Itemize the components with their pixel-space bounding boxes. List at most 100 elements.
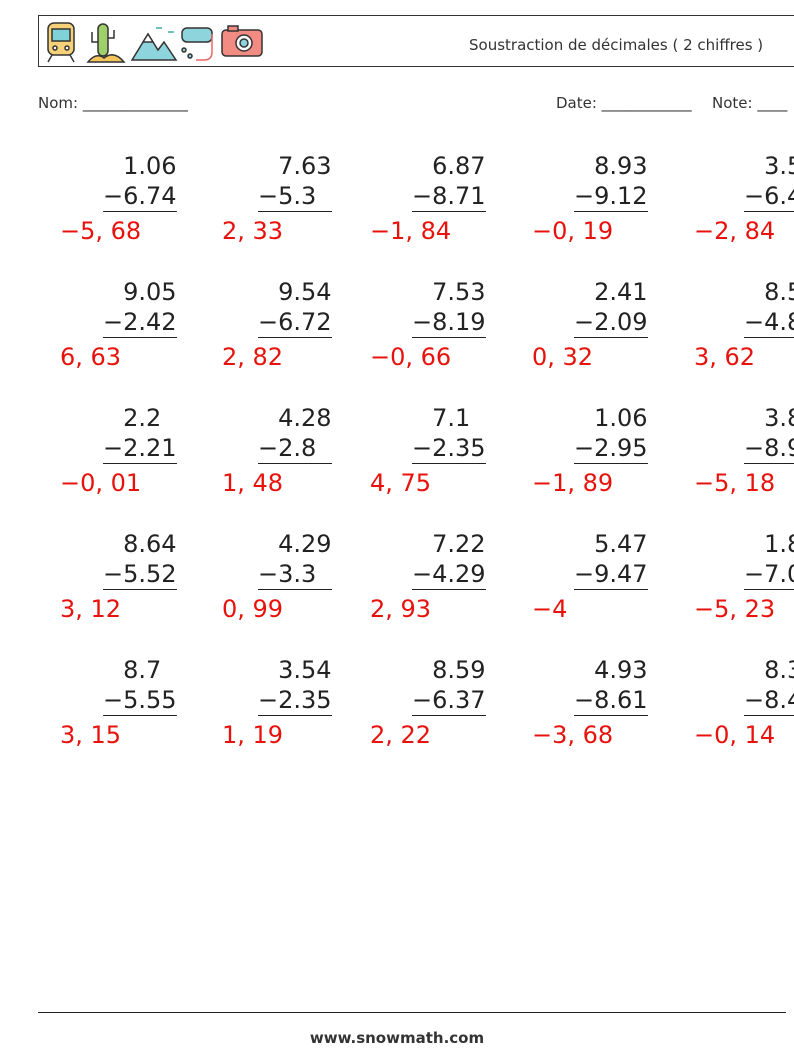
subtrahend: −8.9 [744, 433, 794, 464]
problem: 3.8−8.9 [744, 403, 794, 464]
worksheet-title: Soustraction de décimales ( 2 chiffres ) [469, 36, 764, 54]
minuend: 7.63 [278, 152, 332, 180]
subtrahend: −5.52 [103, 560, 177, 590]
problem: 8.7 −5.55 [103, 655, 177, 716]
subtrahend: −5.55 [103, 686, 177, 716]
problem: 4.29 −3.3 [258, 529, 332, 590]
minuend: 3.8 [764, 404, 794, 432]
subtrahend: −3.3 [258, 559, 332, 590]
mountain-icon [130, 27, 178, 61]
answer: −0, 14 [694, 721, 776, 749]
minuend: 1.06 [594, 404, 648, 432]
problem: 1.8−7.0 [744, 529, 794, 590]
date-field: Date: ____________ [556, 94, 692, 112]
minuend: 7.22 [432, 530, 486, 558]
problem: 2.2 −2.21 [103, 403, 177, 464]
answer: −3, 68 [532, 721, 614, 749]
subtrahend: −4.29 [412, 560, 486, 590]
answer: −5, 68 [60, 217, 142, 245]
problem: 6.87 −8.71 [412, 151, 486, 212]
subtrahend: −2.21 [103, 434, 177, 464]
header-box [38, 15, 794, 67]
answer: 3, 15 [60, 721, 122, 749]
minuend: 3.54 [278, 656, 332, 684]
answer: −0, 66 [370, 343, 452, 371]
minuend: 8.59 [432, 656, 486, 684]
answer: −0, 01 [60, 469, 142, 497]
minuend: 4.29 [278, 530, 332, 558]
problem: 7.22 −4.29 [412, 529, 486, 590]
name-field: Nom: ______________ [38, 94, 188, 112]
train-icon [47, 22, 75, 63]
minuend: 1.06 [123, 152, 177, 180]
problem: 4.93 −8.61 [574, 655, 648, 716]
footer-url: www.snowmath.com [309, 1029, 485, 1047]
answer: −4 [532, 595, 568, 623]
minuend: 9.54 [278, 278, 332, 306]
minuend: 6.87 [432, 152, 486, 180]
minuend: 7.53 [432, 278, 486, 306]
minuend: 1.8 [764, 530, 794, 558]
problem: 4.28 −2.8 [258, 403, 332, 464]
minuend: 4.93 [594, 656, 648, 684]
subtrahend: −8.61 [574, 686, 648, 716]
cactus-icon [86, 23, 126, 63]
answer: 2, 33 [222, 217, 284, 245]
subtrahend: −4.88 [744, 307, 794, 338]
answer: 3, 62 [694, 343, 756, 371]
answer: 0, 32 [532, 343, 594, 371]
minuend: 8.3 [764, 656, 794, 684]
minuend: 8.7 [123, 656, 162, 684]
answer: 1, 48 [222, 469, 284, 497]
minuend: 8.93 [594, 152, 648, 180]
problem: 3.54 −2.35 [258, 655, 332, 716]
problem: 2.41 −2.09 [574, 277, 648, 338]
problem: 9.54 −6.72 [258, 277, 332, 338]
problem: 5.47 −9.47 [574, 529, 648, 590]
answer: 2, 93 [370, 595, 432, 623]
problem: 7.53 −8.19 [412, 277, 486, 338]
subtrahend: −2.8 [258, 433, 332, 464]
subtrahend: −8.71 [412, 182, 486, 212]
subtrahend: −8.19 [412, 308, 486, 338]
note-field: Note: ____ [712, 94, 788, 112]
problem: 8.5−4.88 [744, 277, 794, 338]
subtrahend: −2.35 [412, 434, 486, 464]
answer: 2, 22 [370, 721, 432, 749]
problem: 8.64 −5.52 [103, 529, 177, 590]
answer: −5, 23 [694, 595, 776, 623]
answer: 4, 75 [370, 469, 432, 497]
minuend: 2.2 [123, 404, 162, 432]
subtrahend: −7.0 [744, 559, 794, 590]
problem: 8.59 −6.37 [412, 655, 486, 716]
camera-icon [221, 25, 263, 57]
subtrahend: −6.4 [744, 181, 794, 212]
answer: 0, 99 [222, 595, 284, 623]
problem: 7.63 −5.3 [258, 151, 332, 212]
answer: −0, 19 [532, 217, 614, 245]
minuend: 8.5 [764, 278, 794, 306]
subtrahend: −2.42 [103, 308, 177, 338]
minuend: 9.05 [123, 278, 177, 306]
answer: −2, 84 [694, 217, 776, 245]
minuend: 8.64 [123, 530, 177, 558]
problem: 1.06 −6.74 [103, 151, 177, 212]
subtrahend: −6.37 [412, 686, 486, 716]
answer: −5, 18 [694, 469, 776, 497]
answer: 6, 63 [60, 343, 122, 371]
subtrahend: −2.09 [574, 308, 648, 338]
answer: 3, 12 [60, 595, 122, 623]
problem: 1.06 −2.95 [574, 403, 648, 464]
minuend: 7.1 [432, 404, 471, 432]
problem: 7.1 −2.35 [412, 403, 486, 464]
subtrahend: −2.95 [574, 434, 648, 464]
problem: 8.93 −9.12 [574, 151, 648, 212]
minuend: 3.5 [764, 152, 794, 180]
answer: 1, 19 [222, 721, 284, 749]
answer: −1, 89 [532, 469, 614, 497]
problem: 3.5−6.4 [744, 151, 794, 212]
mask-icon [181, 27, 213, 61]
header-icons [47, 22, 263, 63]
